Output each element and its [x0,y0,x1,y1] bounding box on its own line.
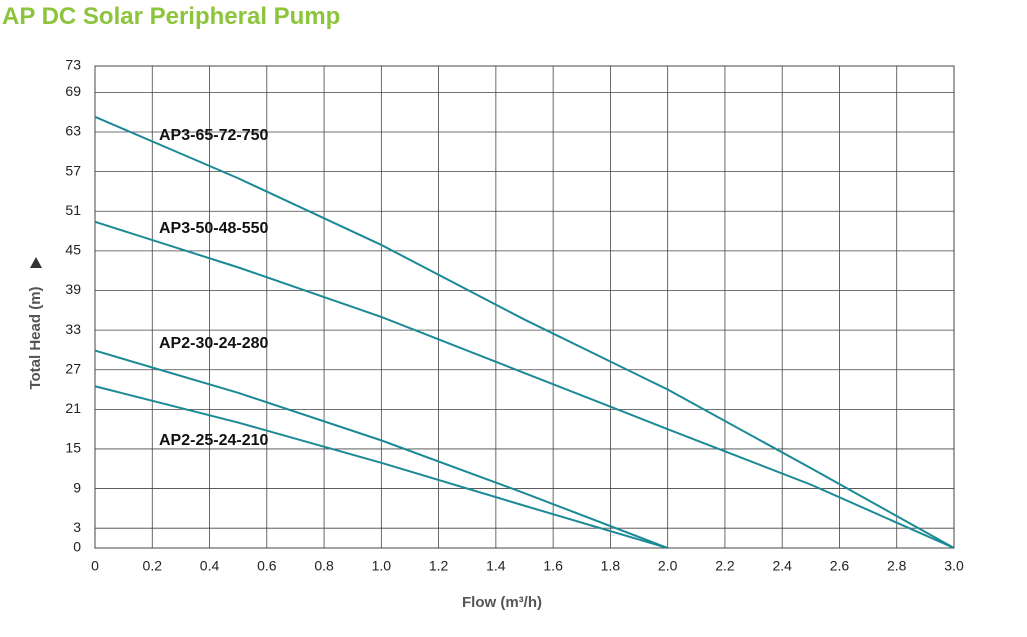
y-tick-label: 45 [65,242,81,258]
x-tick-label: 3.0 [944,558,964,574]
series-label: AP2-30-24-280 [159,335,269,352]
series-line [94,385,668,549]
x-tick-label: 2.6 [830,558,850,574]
x-tick-label: 0.2 [143,558,163,574]
y-tick-label: 63 [65,123,81,139]
y-tick-label: 73 [65,57,81,73]
plot-border [94,65,955,549]
x-tick-label: 1.6 [543,558,563,574]
y-tick-label: 69 [65,83,81,99]
y-axis-arrow [30,257,42,268]
y-tick-label: 51 [65,202,81,218]
series-line [94,349,669,549]
x-tick-label: 2.8 [887,558,907,574]
y-tick-label: 39 [65,281,81,297]
x-tick-label: 1.2 [429,558,449,574]
x-tick-label: 1.4 [486,558,506,574]
y-tick-label: 0 [73,539,81,555]
x-tick-label: 2.2 [715,558,735,574]
x-tick-label: 1.0 [372,558,392,574]
x-tick-label: 0.6 [257,558,277,574]
series-label: AP2-25-24-210 [159,432,269,449]
y-tick-label: 15 [65,440,81,456]
y-tick-label: 27 [65,360,81,376]
y-tick-label: 3 [73,519,81,535]
x-axis-label: Flow (m³/h) [462,594,542,611]
x-tick-label: 2.4 [772,558,792,574]
y-tick-label: 21 [65,400,81,416]
chart-title: AP DC Solar Peripheral Pump [2,3,340,30]
series-line [94,115,955,549]
series-line [94,220,955,549]
y-tick-label: 9 [73,479,81,495]
y-axis-label: Total Head (m) [27,286,44,389]
x-tick-label: 1.8 [601,558,621,574]
series-label: AP3-65-72-750 [159,127,269,144]
y-tick-label: 33 [65,321,81,337]
y-tick-label: 57 [65,162,81,178]
x-tick-label: 0 [91,558,99,574]
series-label: AP3-50-48-550 [159,220,269,237]
x-tick-label: 0.8 [314,558,334,574]
x-tick-label: 0.4 [200,558,220,574]
x-tick-label: 2.0 [658,558,678,574]
